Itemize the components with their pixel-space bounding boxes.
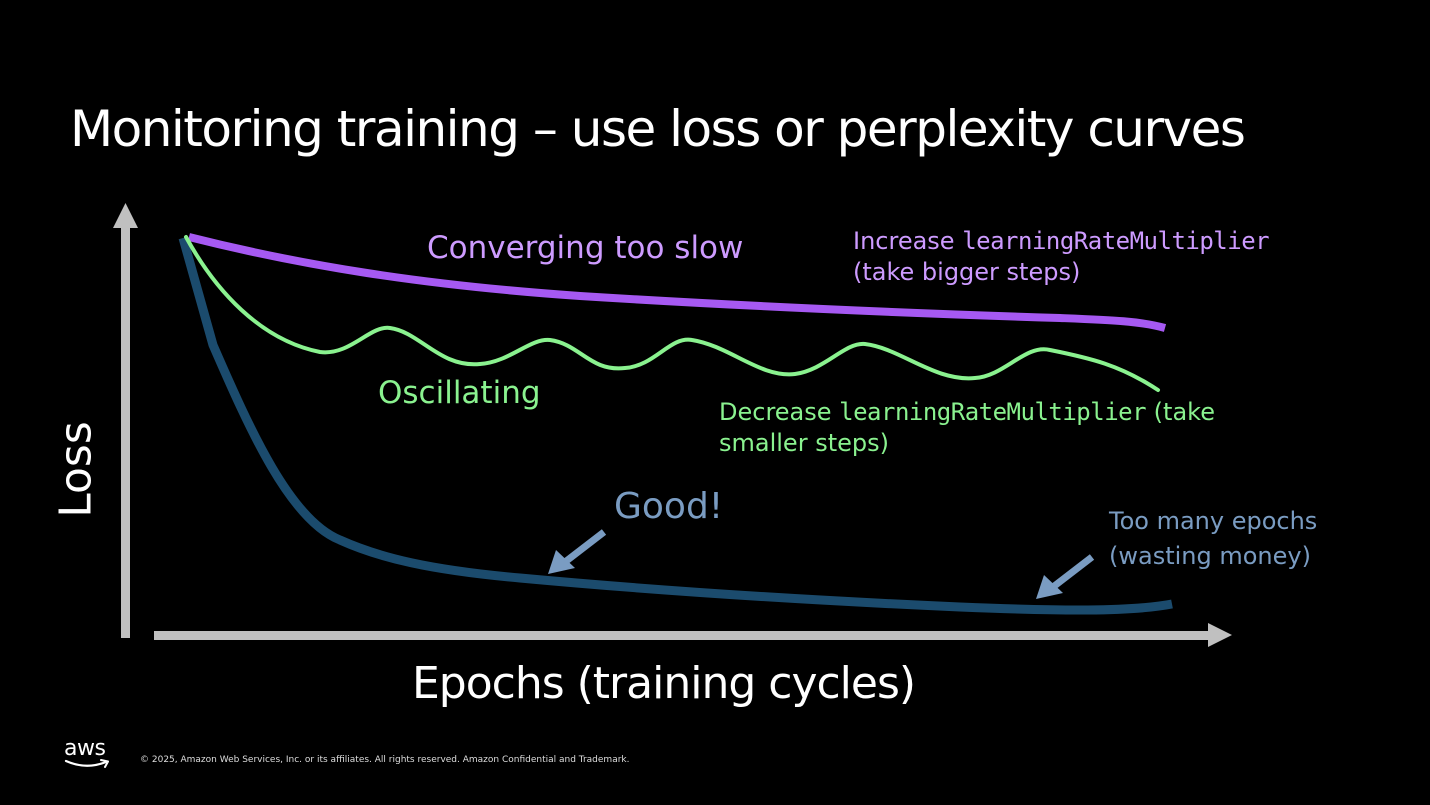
slow-advice-code: learningRateMultiplier (962, 227, 1270, 255)
copyright-footer: © 2025, Amazon Web Services, Inc. or its… (140, 755, 630, 765)
overfit-label-line2: (wasting money) (1109, 542, 1311, 570)
slow-advice-suffix: (take bigger steps) (853, 258, 1081, 286)
oscillating-advice: Decrease learningRateMultiplier (take sm… (719, 397, 1215, 459)
osc-advice-code: learningRateMultiplier (839, 398, 1147, 426)
slow-curve (188, 233, 1167, 332)
good-arrow-icon (548, 529, 607, 574)
osc-advice-suffix: (take (1146, 398, 1215, 426)
x-axis (154, 623, 1232, 647)
overfit-label-line1: Too many epochs (1109, 507, 1318, 535)
oscillating-curve-label: Oscillating (378, 375, 541, 411)
overfit-label: Too many epochs (wasting money) (1109, 504, 1317, 574)
slide-title: Monitoring training – use loss or perple… (70, 100, 1246, 158)
x-axis-label: Epochs (training cycles) (412, 658, 916, 709)
slow-curve-label: Converging too slow (427, 230, 744, 266)
aws-logo: aws (64, 738, 112, 774)
osc-advice-suffix-2: smaller steps) (719, 429, 889, 457)
overfit-arrow-icon (1036, 554, 1095, 599)
slow-advice-prefix: Increase (853, 227, 963, 255)
slow-advice: Increase learningRateMultiplier (take bi… (853, 226, 1270, 288)
aws-logo-text: aws (64, 736, 106, 761)
aws-smile-icon (64, 759, 109, 768)
oscillating-curve (184, 235, 1160, 392)
y-axis-label: Loss (50, 421, 102, 518)
osc-advice-prefix: Decrease (719, 398, 840, 426)
y-axis (113, 203, 138, 638)
good-curve (178, 236, 1173, 615)
good-curve-label: Good! (614, 486, 724, 527)
